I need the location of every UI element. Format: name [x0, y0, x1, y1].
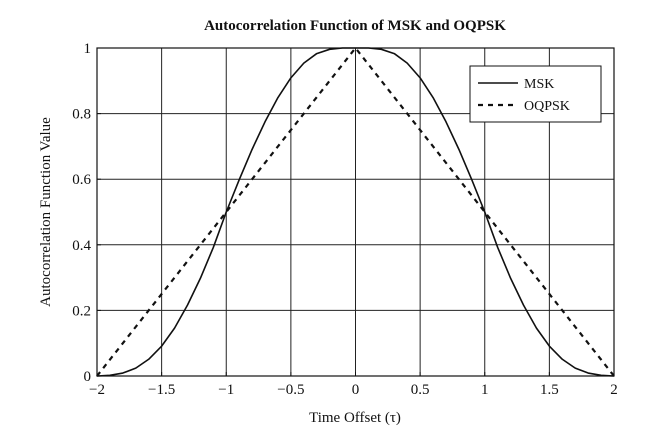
y-tick-label: 0.6 — [72, 172, 91, 188]
x-tick-label: −1.5 — [148, 382, 175, 398]
x-tick-label: 1.5 — [540, 382, 559, 398]
y-tick-label: 0.8 — [72, 107, 91, 123]
x-axis-label: Time Offset (τ) — [309, 410, 401, 426]
x-tick-label: 2 — [610, 382, 618, 398]
y-axis-label: Autocorrelation Function Value — [38, 117, 54, 307]
legend: MSK OQPSK — [469, 65, 602, 123]
x-tick-label: 0 — [352, 382, 360, 398]
x-tick-label: −2 — [89, 382, 105, 398]
y-tick-label: 0.2 — [72, 303, 91, 319]
legend-label-msk: MSK — [524, 77, 554, 92]
x-tick-labels: −2 −1.5 −1 −0.5 0 0.5 1 1.5 2 — [89, 372, 618, 398]
x-tick-label: −1 — [218, 382, 234, 398]
legend-label-oqpsk: OQPSK — [524, 99, 570, 114]
y-tick-label: 1 — [84, 41, 92, 57]
x-tick-label: −0.5 — [277, 382, 304, 398]
legend-box — [469, 65, 602, 123]
y-tick-label: 0.4 — [72, 238, 91, 254]
chart-title: Autocorrelation Function of MSK and OQPS… — [204, 18, 506, 34]
y-tick-label: 0 — [84, 369, 92, 385]
y-tick-labels: 0 0.2 0.4 0.6 0.8 1 — [72, 41, 101, 385]
x-tick-label: 1 — [481, 382, 489, 398]
x-tick-label: 0.5 — [411, 382, 430, 398]
